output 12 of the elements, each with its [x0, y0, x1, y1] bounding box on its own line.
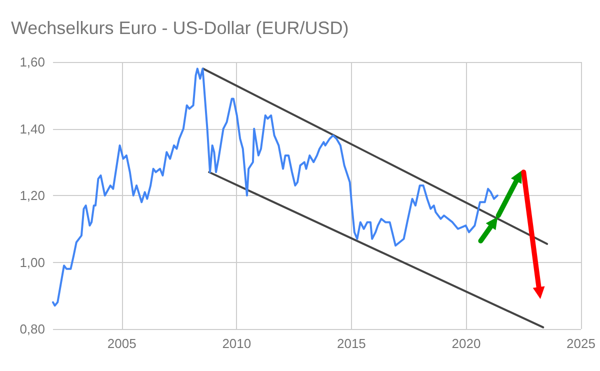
x-tick-label: 2020 [452, 336, 481, 351]
chart-title: Wechselkurs Euro - US-Dollar (EUR/USD) [11, 18, 349, 38]
y-tick-label: 1,40 [20, 121, 45, 136]
y-tick-label: 1,20 [20, 188, 45, 203]
line-series [52, 68, 498, 307]
x-tick-label: 2015 [336, 336, 366, 351]
y-tick-label: 0,80 [20, 322, 45, 336]
x-tick-label: 2025 [566, 336, 596, 351]
y-tick-label: 1,60 [20, 54, 45, 70]
y-tick-label: 1,00 [20, 254, 45, 270]
x-tick-label: 2005 [107, 336, 136, 351]
x-tick-label: 2010 [222, 336, 252, 351]
